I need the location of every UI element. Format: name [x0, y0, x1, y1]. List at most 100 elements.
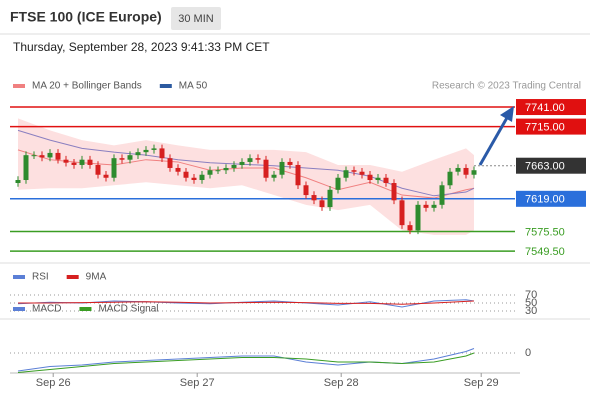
candle-body: [463, 167, 469, 175]
candle-body: [63, 159, 69, 163]
candle-body: [295, 164, 301, 186]
candle-body: [335, 177, 341, 190]
price-level-box: [516, 157, 586, 174]
candle-body: [439, 185, 445, 205]
legend-label: MACD Signal: [98, 304, 158, 315]
price-level-label: 7715.00: [525, 122, 565, 134]
price-level-label: 7549.50: [525, 246, 565, 258]
candle-body: [135, 152, 141, 156]
candle-body: [391, 183, 397, 201]
y-tick-label: 50: [525, 297, 537, 309]
candle-body: [199, 174, 205, 181]
forecast-arrow: [478, 115, 510, 166]
candle-body: [431, 204, 437, 208]
candle-body: [407, 225, 413, 231]
candle-body: [383, 177, 389, 184]
candle-body: [367, 174, 373, 181]
legend-label: 9MA: [86, 272, 107, 283]
indicator-line: [17, 348, 475, 372]
candle-body: [223, 167, 229, 171]
candle-body: [231, 164, 237, 168]
price-level-label: 7741.00: [525, 102, 565, 114]
x-tick-label: Sep 28: [324, 377, 359, 389]
legend-label: MACD: [32, 304, 61, 315]
candle-body: [359, 171, 365, 175]
candle-body: [175, 167, 181, 172]
y-tick-label: 70: [525, 289, 537, 301]
legend-swatch: [79, 307, 92, 311]
candle-body: [207, 170, 213, 175]
candle-body: [447, 171, 453, 186]
candle-body: [143, 149, 149, 153]
candle-body: [311, 195, 317, 201]
forecast-arrowhead: [500, 106, 514, 122]
interval-badge: [171, 7, 221, 30]
x-tick-label: Sep 26: [36, 377, 71, 389]
candle-body: [239, 161, 245, 165]
candle-body: [455, 167, 461, 172]
candle-body: [39, 155, 45, 158]
price-level-label: 7663.00: [525, 161, 565, 173]
candle-body: [263, 159, 269, 178]
y-tick-label: 30: [525, 305, 537, 317]
candle-body: [79, 159, 85, 165]
y-tick-label: 0: [525, 347, 531, 359]
candle-body: [95, 164, 101, 175]
candle-body: [15, 180, 21, 184]
candle-body: [319, 200, 325, 208]
price-level-box: [516, 118, 586, 135]
indicator-line: [18, 300, 475, 305]
interval-label: 30 MIN: [178, 13, 214, 25]
candle-body: [303, 185, 309, 196]
legend-swatch: [13, 307, 25, 311]
candle-body: [247, 158, 253, 162]
legend-swatch: [13, 84, 25, 88]
price-level-box: [516, 99, 586, 116]
x-tick-label: Sep 29: [464, 377, 499, 389]
candle-body: [471, 170, 477, 175]
candle-body: [119, 158, 125, 160]
moving-average: [17, 129, 475, 197]
price-level-label: 7575.50: [525, 226, 565, 238]
candle-body: [159, 148, 165, 159]
candle-body: [287, 161, 293, 165]
candle-body: [271, 174, 277, 178]
bollinger-band: [18, 118, 474, 235]
candle-body: [415, 204, 421, 231]
candle-body: [87, 159, 93, 165]
indicator-line: [17, 352, 475, 373]
candle-body: [343, 170, 349, 178]
candle-body: [71, 162, 77, 165]
candle-body: [279, 161, 285, 175]
candle-body: [423, 204, 429, 208]
datetime: Thursday, September 28, 2023 9:41:33 PM …: [13, 40, 270, 54]
legend-swatch: [159, 84, 172, 88]
instrument-title: FTSE 100 (ICE Europe): [10, 9, 162, 25]
candle-body: [151, 148, 157, 150]
price-level-box: [516, 190, 586, 207]
candle-body: [127, 155, 133, 160]
candle-body: [351, 170, 357, 172]
candle-body: [55, 152, 61, 160]
candle-body: [103, 174, 109, 178]
legend-label: MA 20 + Bollinger Bands: [32, 81, 142, 92]
price-level-label: 7619.00: [525, 194, 565, 206]
candle-body: [183, 171, 189, 178]
legend-label: RSI: [32, 272, 49, 283]
x-tick-label: Sep 27: [180, 377, 215, 389]
candle-body: [399, 200, 405, 226]
candle-body: [215, 170, 221, 172]
legend-label: MA 50: [179, 81, 208, 92]
candle-body: [167, 158, 173, 168]
credit: Research © 2023 Trading Central: [432, 81, 581, 92]
candle-body: [327, 189, 333, 208]
candle-body: [111, 158, 117, 178]
candle-body: [31, 155, 37, 157]
candle-body: [47, 152, 53, 158]
candle-body: [255, 158, 261, 160]
candle-body: [191, 177, 197, 181]
candle-body: [375, 177, 381, 181]
legend-swatch: [13, 275, 25, 279]
legend-swatch: [66, 275, 79, 279]
